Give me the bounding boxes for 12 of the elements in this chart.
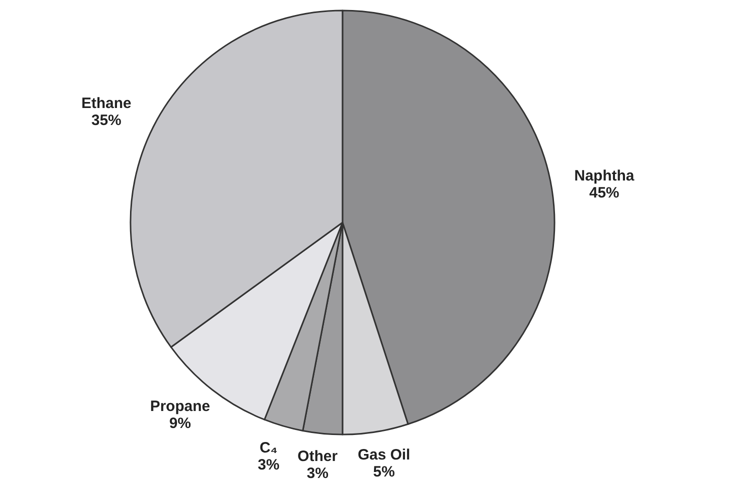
data-label: 45%	[589, 184, 620, 202]
slice-label: Gas Oil	[358, 446, 410, 464]
data-label: 3%	[258, 456, 280, 474]
data-label: 35%	[91, 112, 122, 129]
slice-label: Propane	[150, 398, 210, 416]
slice-label: Ethane	[81, 94, 132, 112]
data-label: 3%	[306, 465, 328, 482]
data-label: 9%	[169, 415, 191, 432]
slice-label: C₄	[260, 440, 278, 457]
slice-label: Other	[298, 448, 338, 466]
data-label: 5%	[373, 463, 395, 480]
slice-label: Naphtha	[574, 167, 635, 184]
